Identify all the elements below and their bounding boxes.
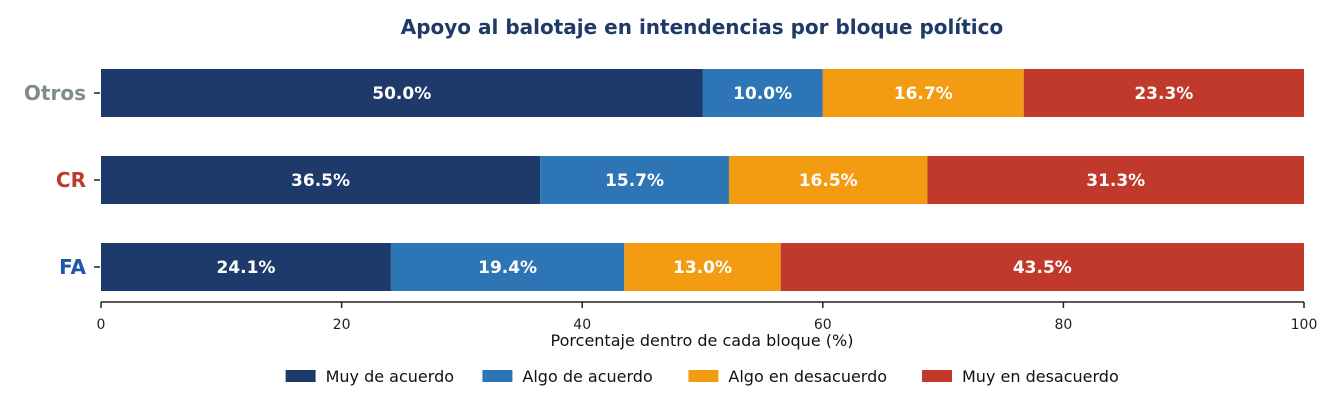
- bar-value-label: 23.3%: [1134, 84, 1193, 104]
- bar-cr-muy-de-acuerdo: [101, 156, 541, 204]
- bar-fa-algo-de-acuerdo: [390, 243, 625, 291]
- legend-label: Algo en desacuerdo: [728, 367, 887, 386]
- bar-value-label: 10.0%: [733, 84, 792, 104]
- bar-fa-muy-de-acuerdo: [101, 243, 391, 291]
- y-axis: Otros CR FA: [24, 81, 100, 279]
- x-tick-label: 100: [1291, 317, 1318, 333]
- bar-value-label: 43.5%: [1013, 258, 1072, 278]
- legend-label: Algo de acuerdo: [522, 367, 652, 386]
- chart-title: Apoyo al balotaje en intendencias por bl…: [401, 15, 1004, 39]
- legend-swatch: [482, 370, 513, 382]
- y-tick-label-cr: CR: [56, 168, 86, 192]
- bar-value-label: 36.5%: [291, 171, 350, 191]
- bar-cr-algo-en-desacuerdo: [728, 156, 928, 204]
- legend-swatch: [688, 370, 719, 382]
- bar-value-label: 15.7%: [605, 171, 664, 191]
- bar-otros-muy-en-desacuerdo: [1023, 69, 1304, 117]
- bar-value-label: 50.0%: [372, 84, 431, 104]
- bar-value-label: 19.4%: [478, 258, 537, 278]
- bar-cr-muy-en-desacuerdo: [927, 156, 1304, 204]
- bar-value-label: 16.7%: [894, 84, 953, 104]
- bar-fa-muy-en-desacuerdo: [780, 243, 1304, 291]
- bar-otros-muy-de-acuerdo: [101, 69, 703, 117]
- bars-group: 50.0% 10.0% 16.7% 23.3% 36.5% 15.7% 16.5% 31.3%…: [101, 69, 1304, 291]
- bar-otros-algo-de-acuerdo: [702, 69, 823, 117]
- legend-swatch: [922, 370, 952, 382]
- y-tick-label-fa: FA: [59, 255, 86, 279]
- bar-value-label: 24.1%: [216, 258, 275, 278]
- x-tick-label: 80: [1054, 317, 1072, 333]
- x-tick-label: 20: [333, 317, 351, 333]
- bar-otros-algo-en-desacuerdo: [822, 69, 1024, 117]
- bar-fa-algo-en-desacuerdo: [624, 243, 781, 291]
- bar-value-label: 13.0%: [673, 258, 732, 278]
- x-axis: 0 20 40 60 80 100: [97, 301, 1318, 333]
- legend: Muy de acuerdo Algo de acuerdo Algo en des…: [285, 367, 1119, 386]
- legend-label: Muy en desacuerdo: [962, 367, 1119, 386]
- bar-cr-algo-de-acuerdo: [540, 156, 729, 204]
- x-tick-label: 60: [814, 317, 832, 333]
- x-axis-label: Porcentaje dentro de cada bloque (%): [551, 331, 854, 350]
- bar-value-label: 16.5%: [799, 171, 858, 191]
- legend-swatch: [285, 370, 316, 382]
- x-tick-label: 40: [573, 317, 591, 333]
- x-tick-label: 0: [97, 317, 106, 333]
- legend-label: Muy de acuerdo: [326, 367, 454, 386]
- y-tick-label-otros: Otros: [24, 81, 86, 105]
- bar-value-label: 31.3%: [1086, 171, 1145, 191]
